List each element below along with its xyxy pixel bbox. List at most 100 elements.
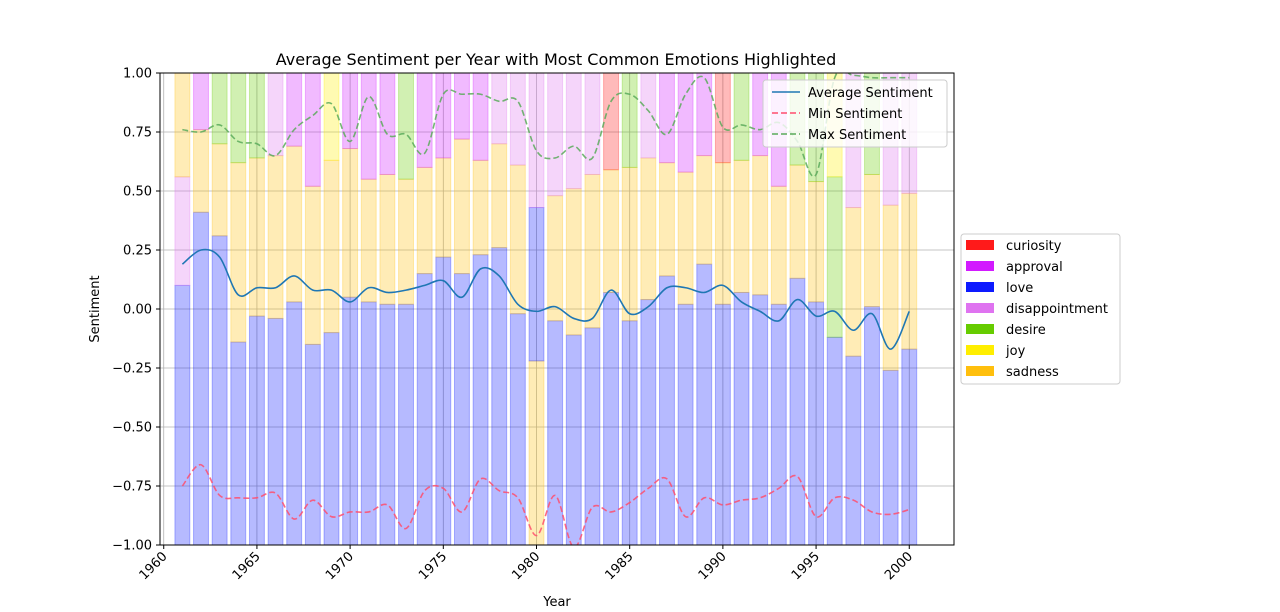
bar-segment-love <box>453 273 470 546</box>
bar-segment-love <box>565 334 582 546</box>
bar-segment-love <box>770 303 787 546</box>
series-line-min-sentiment <box>181 463 910 545</box>
y-tick-label: 1.00 <box>123 67 152 82</box>
bar-segment-love <box>547 320 564 546</box>
bar-segment-approval <box>304 72 321 187</box>
bar-segment-sadness <box>360 178 377 303</box>
y-tick-label: 0.00 <box>123 303 152 318</box>
chart-title: Average Sentiment per Year with Most Com… <box>276 50 836 69</box>
line-legend-label: Max Sentiment <box>808 128 906 143</box>
emotion-legend-label: curiosity <box>1006 239 1062 254</box>
bar-segment-disappointment <box>174 176 191 286</box>
bar-segment-love <box>286 301 303 546</box>
bar-segment-love <box>901 348 918 546</box>
bar-segment-desire <box>211 72 228 145</box>
bar-segment-sadness <box>193 129 209 213</box>
bar-segment-love <box>174 284 191 546</box>
y-tick-label: 0.75 <box>123 126 152 141</box>
emotion-legend-swatch-approval <box>966 261 994 271</box>
bar-segment-sadness <box>472 159 489 256</box>
bar-segment-love <box>416 273 433 546</box>
emotion-legend-label: love <box>1006 281 1033 296</box>
y-tick-label: 0.50 <box>123 185 152 200</box>
bar-segment-approval <box>453 72 470 140</box>
emotion-legend-swatch-curiosity <box>966 240 994 250</box>
emotion-legend-label: desire <box>1006 323 1046 338</box>
bar-segment-love <box>845 355 862 546</box>
bar-segment-sadness <box>770 185 787 305</box>
bar-segment-sadness <box>901 192 918 350</box>
bar-segment-approval <box>286 72 303 147</box>
bar-segment-sadness <box>882 204 899 371</box>
bar-segment-sadness <box>286 145 303 303</box>
bar-segment-desire <box>621 72 638 168</box>
bar-segment-love <box>248 315 265 546</box>
x-tick-label: 2000 <box>882 549 916 583</box>
emotion-legend-swatch-disappointment <box>966 303 994 313</box>
emotion-legend-swatch-desire <box>966 324 994 334</box>
bar-segment-love <box>789 277 806 546</box>
bar-segment-desire <box>398 72 414 180</box>
grid-layer <box>160 72 954 546</box>
bar-segment-sadness <box>845 207 862 357</box>
bar-segment-love <box>640 299 657 546</box>
emotion-legend-label: approval <box>1006 260 1063 275</box>
bar-segment-sadness <box>752 155 769 296</box>
bar-segment-sadness <box>584 173 601 329</box>
emotion-legend: curiosity approval love disappointment desir… <box>960 233 1121 385</box>
bar-segment-love <box>603 291 620 546</box>
bar-segment-love <box>472 254 489 546</box>
bar-segment-sadness <box>211 143 228 237</box>
bar-segment-love <box>733 291 750 546</box>
bar-segment-sadness <box>528 360 545 546</box>
bar-segment-sadness <box>435 157 452 258</box>
bar-segment-desire <box>826 176 843 338</box>
bar-segment-approval <box>659 72 675 164</box>
bar-segment-disappointment <box>267 72 284 157</box>
bar-segment-disappointment <box>640 72 657 159</box>
bar-segment-love <box>752 294 769 546</box>
bar-segment-love <box>882 369 899 546</box>
bar-segment-disappointment <box>565 72 582 190</box>
line-legend-box <box>762 79 948 148</box>
bar-segment-approval <box>435 72 452 159</box>
bar-segment-curiosity <box>714 72 731 164</box>
bar-segment-love <box>360 301 377 546</box>
bar-segment-approval <box>193 72 209 131</box>
x-tick-label: 1985 <box>603 549 637 583</box>
bar-segment-sadness <box>547 195 564 322</box>
y-axis-label: Sentiment <box>88 275 103 342</box>
bar-segment-desire <box>733 72 750 161</box>
bar-segment-sadness <box>659 162 675 277</box>
line-legend: Average Sentiment Min Sentiment Max Sentim… <box>762 79 948 148</box>
bar-segment-love <box>491 247 508 546</box>
emotion-legend-box <box>960 233 1121 385</box>
y-tick-label: −0.75 <box>112 480 152 495</box>
bar-segment-sadness <box>453 138 470 275</box>
y-tick-label: −0.50 <box>112 421 152 436</box>
bar-segment-approval <box>677 72 694 173</box>
bar-segment-sadness <box>509 164 526 315</box>
bar-segment-love <box>435 256 452 546</box>
bar-segment-sadness <box>696 155 713 265</box>
bar-segment-approval <box>472 72 489 161</box>
bar-segment-sadness <box>714 162 731 305</box>
bar-segment-sadness <box>789 164 806 279</box>
bar-segment-love <box>659 275 675 546</box>
x-tick-label: 1980 <box>509 549 543 583</box>
bar-segment-disappointment <box>584 72 601 175</box>
y-tick-label: −1.00 <box>112 539 152 554</box>
x-tick-label: 1965 <box>230 549 264 583</box>
bar-segment-approval <box>360 72 377 180</box>
emotion-legend-label: disappointment <box>1006 302 1108 317</box>
x-tick-label: 1970 <box>323 549 357 583</box>
bar-segment-sadness <box>565 188 582 336</box>
bar-segment-sadness <box>342 148 359 298</box>
bar-segment-sadness <box>733 159 750 293</box>
bar-segment-love <box>230 341 247 546</box>
emotion-legend-label: joy <box>1005 344 1026 359</box>
bar-segment-sadness <box>491 143 508 249</box>
bar-segment-sadness <box>267 155 284 319</box>
bar-segment-sadness <box>603 169 620 293</box>
